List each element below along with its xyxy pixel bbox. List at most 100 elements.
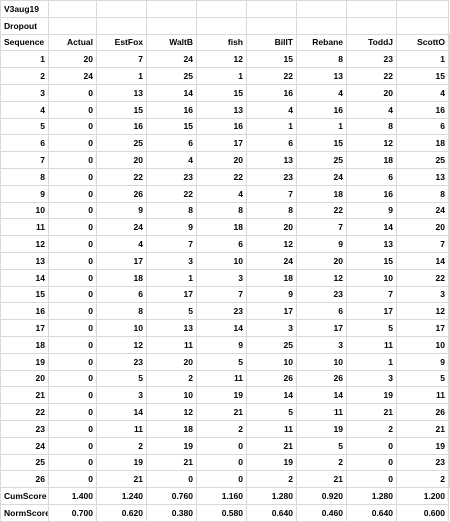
value-cell[interactable]: 9 — [296, 235, 347, 253]
value-cell[interactable]: 10 — [448, 319, 450, 337]
value-cell[interactable]: 7 — [296, 218, 347, 237]
cumscore-value-cell[interactable]: 1.280 — [246, 487, 297, 505]
sequence-cell[interactable]: 26 — [0, 470, 49, 489]
value-cell[interactable]: 7 — [396, 235, 449, 253]
empty-cell[interactable] — [396, 0, 449, 18]
value-cell[interactable]: 9 — [396, 352, 449, 371]
sequence-cell[interactable]: 16 — [0, 302, 49, 321]
value-cell[interactable]: 24 — [448, 218, 450, 237]
value-cell[interactable]: 1 — [396, 50, 449, 69]
value-cell[interactable]: 16 — [448, 117, 450, 136]
value-cell[interactable]: 8 — [96, 302, 147, 321]
column-header-cell[interactable]: ScottO — [396, 33, 449, 52]
value-cell[interactable]: 0 — [346, 470, 397, 489]
sequence-cell[interactable]: 25 — [0, 453, 49, 472]
sequence-header-cell[interactable]: Sequence — [0, 33, 49, 52]
value-cell[interactable]: 2 — [396, 470, 449, 489]
value-cell[interactable]: 0 — [48, 302, 97, 321]
value-cell[interactable]: 21 — [396, 419, 449, 438]
value-cell[interactable]: 13 — [96, 83, 147, 102]
value-cell[interactable]: 21 — [296, 470, 347, 489]
column-header-cell[interactable]: RussS — [448, 33, 450, 52]
empty-cell[interactable] — [196, 0, 247, 18]
empty-cell[interactable] — [146, 16, 197, 35]
value-cell[interactable]: 16 — [246, 83, 297, 102]
sequence-cell[interactable]: 10 — [0, 201, 49, 220]
value-cell[interactable]: 20 — [246, 218, 297, 237]
value-cell[interactable]: 3 — [146, 251, 197, 270]
value-cell[interactable]: 1 — [96, 67, 147, 85]
value-cell[interactable]: 4 — [296, 83, 347, 102]
value-cell[interactable]: 15 — [146, 117, 197, 136]
value-cell[interactable]: 22 — [448, 268, 450, 287]
value-cell[interactable]: 21 — [96, 470, 147, 489]
value-cell[interactable]: 11 — [396, 386, 449, 405]
value-cell[interactable]: 9 — [346, 201, 397, 220]
value-cell[interactable]: 23 — [396, 453, 449, 472]
sequence-cell[interactable]: 19 — [0, 352, 49, 371]
normscore-value-cell[interactable]: 0.640 — [346, 503, 397, 522]
empty-cell[interactable] — [146, 0, 197, 18]
normscore-label-cell[interactable]: NormScore — [0, 503, 49, 522]
value-cell[interactable]: 18 — [146, 419, 197, 438]
value-cell[interactable]: 7 — [346, 285, 397, 304]
value-cell[interactable]: 17 — [246, 302, 297, 321]
value-cell[interactable]: 0 — [346, 453, 397, 472]
value-cell[interactable]: 16 — [146, 100, 197, 119]
empty-cell[interactable] — [346, 0, 397, 18]
empty-cell[interactable] — [48, 16, 97, 35]
sequence-cell[interactable]: 13 — [0, 251, 49, 270]
value-cell[interactable]: 1 — [196, 67, 247, 85]
value-cell[interactable]: 18 — [296, 184, 347, 203]
sequence-cell[interactable]: 2 — [0, 67, 49, 85]
normscore-value-cell[interactable]: 0.460 — [296, 503, 347, 522]
column-header-cell[interactable]: fish — [196, 33, 247, 52]
value-cell[interactable]: 12 — [146, 403, 197, 421]
value-cell[interactable]: 2 — [296, 453, 347, 472]
value-cell[interactable]: 15 — [296, 134, 347, 153]
normscore-value-cell[interactable]: 0.620 — [96, 503, 147, 522]
value-cell[interactable]: 12 — [246, 235, 297, 253]
sequence-cell[interactable]: 4 — [0, 100, 49, 119]
value-cell[interactable]: 9 — [448, 352, 450, 371]
value-cell[interactable]: 11 — [346, 335, 397, 354]
value-cell[interactable]: 20 — [48, 50, 97, 69]
value-cell[interactable]: 5 — [246, 403, 297, 421]
value-cell[interactable]: 0 — [48, 100, 97, 119]
value-cell[interactable]: 26 — [396, 403, 449, 421]
value-cell[interactable]: 14 — [196, 319, 247, 337]
sequence-cell[interactable]: 17 — [0, 319, 49, 337]
value-cell[interactable]: 0 — [48, 369, 97, 388]
value-cell[interactable]: 13 — [296, 67, 347, 85]
value-cell[interactable]: 1 — [448, 50, 450, 69]
value-cell[interactable]: 20 — [448, 235, 450, 253]
value-cell[interactable]: 7 — [96, 50, 147, 69]
value-cell[interactable]: 4 — [346, 100, 397, 119]
column-header-cell[interactable]: Actual — [48, 33, 97, 52]
sequence-cell[interactable]: 15 — [0, 285, 49, 304]
value-cell[interactable]: 0 — [48, 403, 97, 421]
value-cell[interactable]: 11 — [196, 369, 247, 388]
value-cell[interactable]: 0 — [346, 436, 397, 455]
value-cell[interactable]: 22 — [396, 268, 449, 287]
value-cell[interactable]: 26 — [448, 436, 450, 455]
value-cell[interactable]: 6 — [96, 285, 147, 304]
value-cell[interactable]: 0 — [48, 167, 97, 186]
value-cell[interactable]: 18 — [246, 268, 297, 287]
value-cell[interactable]: 0 — [48, 235, 97, 253]
value-cell[interactable]: 26 — [96, 184, 147, 203]
value-cell[interactable]: 6 — [146, 134, 197, 153]
value-cell[interactable]: 21 — [246, 436, 297, 455]
value-cell[interactable]: 1 — [146, 268, 197, 287]
value-cell[interactable]: 18 — [96, 268, 147, 287]
value-cell[interactable]: 4 — [146, 151, 197, 169]
value-cell[interactable]: 20 — [346, 83, 397, 102]
value-cell[interactable]: 14 — [296, 386, 347, 405]
value-cell[interactable]: 23 — [96, 352, 147, 371]
value-cell[interactable]: 10 — [196, 251, 247, 270]
value-cell[interactable]: 23 — [448, 335, 450, 354]
value-cell[interactable]: 19 — [96, 453, 147, 472]
sequence-cell[interactable]: 21 — [0, 386, 49, 405]
value-cell[interactable]: 7 — [196, 285, 247, 304]
value-cell[interactable]: 15 — [196, 83, 247, 102]
